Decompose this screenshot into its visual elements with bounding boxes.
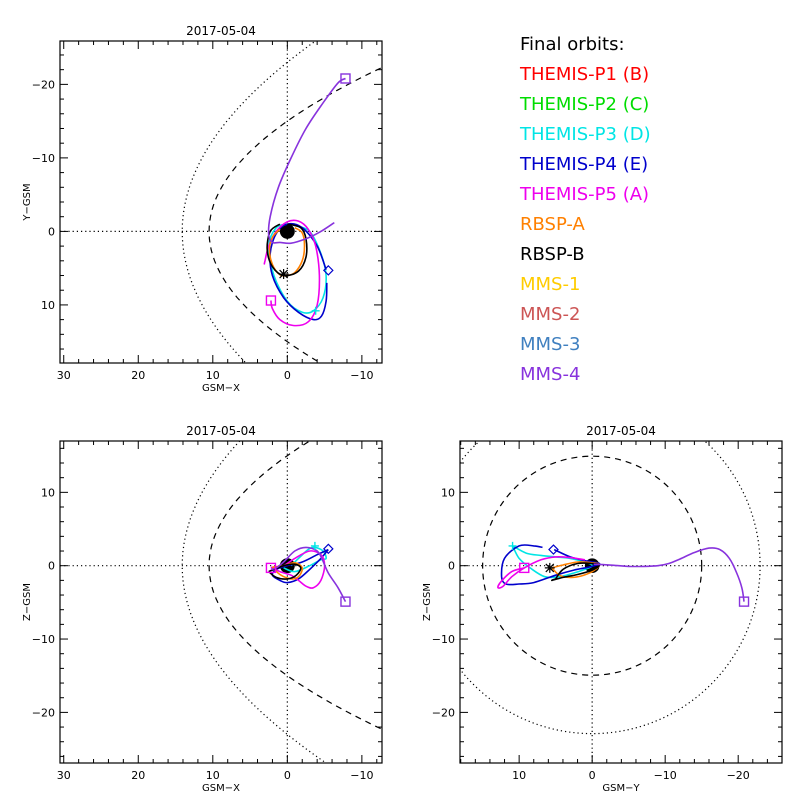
panel-bottom-right: 10 0 −10 −20 10 0 −10 −20 2017-05-04 GSM−Y Z−GSM xyxy=(422,424,783,794)
y-tick-label: −10 xyxy=(432,633,455,646)
y-tick-label: −10 xyxy=(32,152,55,165)
legend-item-mms-4: MMS-4 xyxy=(520,364,581,385)
y-tick-label: 10 xyxy=(441,486,455,499)
legend-item-rbsp-b: RBSP-B xyxy=(520,244,585,265)
marker-diamond-themis-p4-e xyxy=(322,265,334,276)
y-tick-label: 10 xyxy=(41,486,55,499)
marker-plus-themis-p3-d xyxy=(310,541,319,550)
x-tick-label: 20 xyxy=(131,769,145,782)
x-tick-label: 0 xyxy=(284,769,291,782)
magnetopause-boundary xyxy=(208,441,382,730)
x-tick-label: 10 xyxy=(206,769,220,782)
orbit-mms-4 xyxy=(267,77,346,245)
orbit-rbsp-b xyxy=(268,563,302,580)
legend-item-mms-1: MMS-1 xyxy=(520,274,581,295)
y-tick-label: −20 xyxy=(32,78,55,91)
x-tick-label: 20 xyxy=(131,369,145,382)
x-tick-label: −20 xyxy=(727,769,750,782)
legend-item-mms-2: MMS-2 xyxy=(520,304,581,325)
x-axis-label: GSM−X xyxy=(202,383,240,394)
marker-square-mms-4 xyxy=(340,596,351,607)
legend-title: Final orbits: xyxy=(520,34,625,55)
orbit-mms-4 xyxy=(593,547,745,602)
x-tick-label: −10 xyxy=(654,769,677,782)
panel-top-left: 30 20 10 0 −10 −20 −10 0 10 2017-05-04 GSM−X Y−GSM xyxy=(22,24,383,394)
marker-asterisk-rbsp-b xyxy=(278,269,289,280)
orbit-themis-p5-a xyxy=(270,550,326,589)
x-axis-label: GSM−Y xyxy=(602,783,640,794)
plot-title: 2017-05-04 xyxy=(586,424,656,438)
y-tick-label: −20 xyxy=(432,706,455,719)
marker-square-themis-p5-a xyxy=(265,295,277,306)
legend-item-mms-3: MMS-3 xyxy=(520,334,581,355)
y-axis-label: Z−GSM xyxy=(22,583,33,621)
marker-diamond-themis-p4-e xyxy=(548,544,559,555)
legend: Final orbits: THEMIS-P1 (B) THEMIS-P2 (C… xyxy=(520,30,651,390)
y-tick-label: 0 xyxy=(448,560,455,573)
marker-square-themis-p5-a xyxy=(265,562,277,574)
y-axis-label: Y−GSM xyxy=(22,183,33,221)
x-tick-label: 0 xyxy=(284,369,291,382)
y-tick-label: −10 xyxy=(32,633,55,646)
y-axis-label: Z−GSM xyxy=(422,583,433,621)
ticks xyxy=(460,441,783,763)
marker-plus-themis-p3-d xyxy=(311,306,320,315)
legend-item-themis-p4: THEMIS-P4 (E) xyxy=(520,154,649,175)
ticks xyxy=(60,441,382,763)
plot-area xyxy=(60,441,382,763)
y-tick-label: 0 xyxy=(48,225,55,238)
y-tick-label: −20 xyxy=(32,706,55,719)
marker-plus-themis-p3-d xyxy=(508,541,517,550)
plot-area xyxy=(460,441,782,763)
x-axis-label: GSM−X xyxy=(202,783,240,794)
earth-icon xyxy=(279,223,295,239)
orbit-themis-p4-e xyxy=(271,548,329,584)
orbit-mms-4 xyxy=(270,546,347,602)
x-tick-label: −10 xyxy=(350,369,373,382)
y-tick-label: 10 xyxy=(41,299,55,312)
magnetopause-boundary xyxy=(208,66,382,363)
legend-item-themis-p3: THEMIS-P3 (D) xyxy=(520,124,651,145)
marker-diamond-themis-p4-e xyxy=(322,543,334,555)
bow-shock-boundary xyxy=(460,441,761,735)
plot-frame xyxy=(59,440,383,764)
legend-item-themis-p1: THEMIS-P1 (B) xyxy=(520,64,650,85)
panel-bottom-left: 30 20 10 0 −10 10 0 −10 −20 2017-05-04 GSM−X Z−GSM xyxy=(22,424,383,794)
marker-asterisk-rbsp-b xyxy=(544,562,555,573)
legend-item-themis-p5: THEMIS-P5 (A) xyxy=(520,184,650,205)
marker-square-mms-4 xyxy=(738,596,750,607)
ticks xyxy=(60,41,382,363)
y-tick-label: 0 xyxy=(48,560,55,573)
plot-title: 2017-05-04 xyxy=(186,424,256,438)
plot-title: 2017-05-04 xyxy=(186,24,256,38)
bow-shock-boundary xyxy=(181,441,328,763)
orbit-rbsp-b xyxy=(550,562,601,582)
x-tick-label: 30 xyxy=(57,769,71,782)
x-tick-label: 0 xyxy=(589,769,596,782)
orbit-themis-p4-e xyxy=(269,222,328,321)
orbit-themis-p4-e xyxy=(500,544,601,586)
orbit-rbsp-b xyxy=(266,223,308,277)
x-tick-label: 10 xyxy=(512,769,526,782)
legend-item-rbsp-a: RBSP-A xyxy=(520,214,585,235)
plot-area xyxy=(60,41,382,363)
magnetopause-boundary xyxy=(482,455,703,676)
plot-frame xyxy=(459,440,783,764)
marker-square-themis-p5-a xyxy=(519,562,530,574)
x-tick-label: 30 xyxy=(57,369,71,382)
orbit-themis-p5-a xyxy=(497,555,586,589)
marker-square-mms-4 xyxy=(340,73,351,84)
legend-item-themis-p2: THEMIS-P2 (C) xyxy=(520,94,650,115)
x-tick-label: 10 xyxy=(206,369,220,382)
x-tick-label: −10 xyxy=(350,769,373,782)
